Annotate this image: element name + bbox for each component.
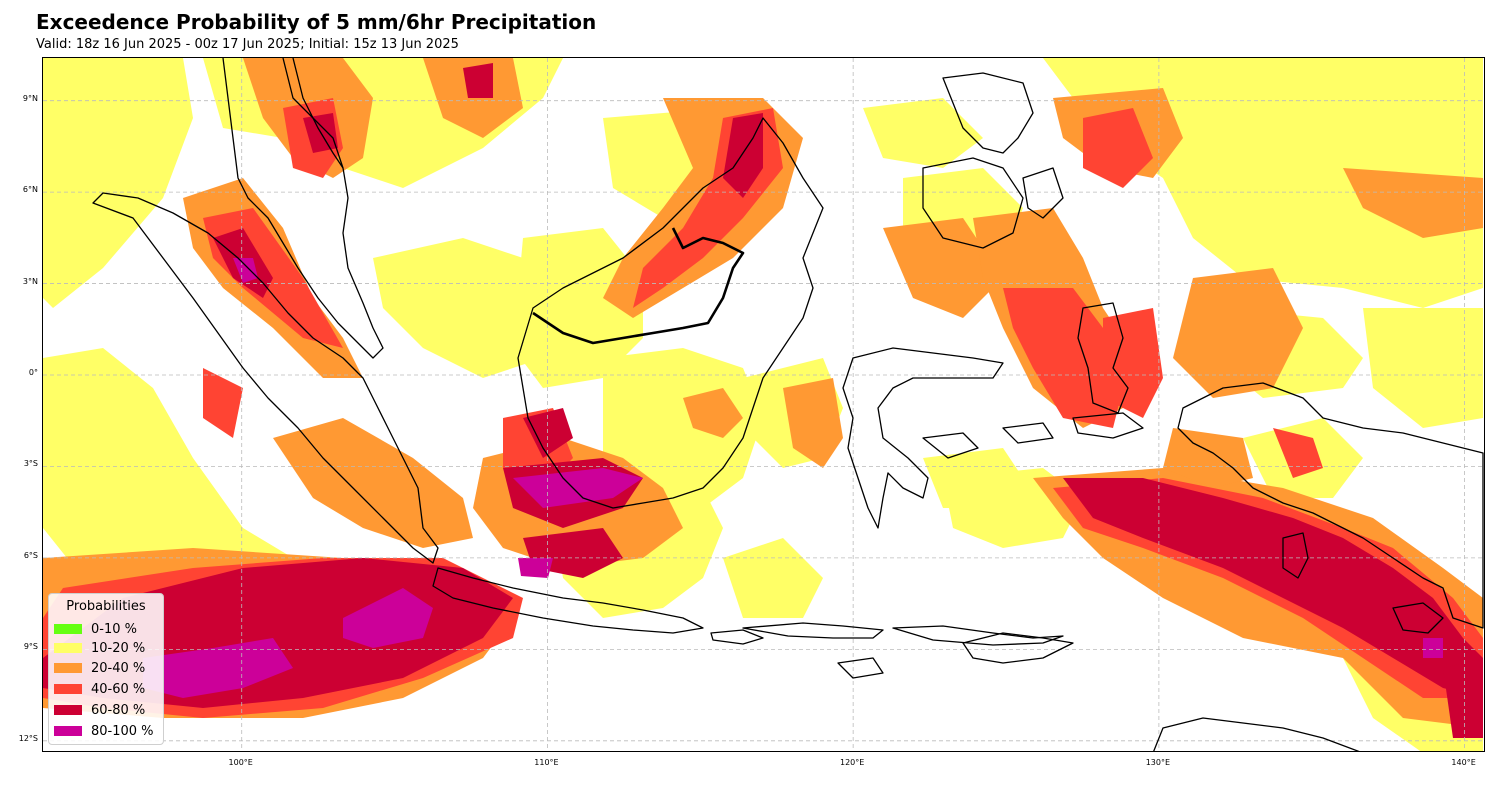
latitude-tick-label: 3°N (22, 276, 38, 286)
latitude-tick-label: 12°S (18, 733, 38, 743)
latitude-tick-label: 6°S (23, 550, 38, 560)
legend-swatch (54, 684, 82, 694)
legend-swatch (54, 663, 82, 673)
longitude-tick-label: 140°E (1451, 758, 1476, 767)
probability-field (43, 58, 1483, 751)
prob-band-80-100 (143, 258, 1443, 698)
legend-label: 20-40 % (91, 660, 146, 676)
legend-swatch (54, 705, 82, 715)
map-title: Exceedence Probability of 5 mm/6hr Preci… (36, 10, 597, 34)
longitude-tick-label: 110°E (534, 758, 559, 767)
latitude-tick-label: 9°S (23, 642, 38, 652)
legend-title: Probabilities (66, 599, 146, 614)
precipitation-map (43, 58, 1484, 751)
legend-label: 0-10 % (91, 621, 137, 637)
legend-swatch (54, 624, 82, 634)
latitude-tick-label: 0° (28, 368, 38, 378)
legend-label: 60-80 % (91, 702, 146, 718)
legend-item: 10-20 % (54, 639, 145, 657)
longitude-tick-label: 130°E (1145, 758, 1171, 767)
legend-label: 40-60 % (91, 681, 146, 697)
legend-swatch (54, 726, 82, 736)
longitude-tick-label: 120°E (839, 758, 865, 767)
map-panel (42, 57, 1485, 752)
legend-item: 0-10 % (54, 620, 137, 638)
legend-item: 20-40 % (54, 659, 145, 677)
legend-item: 40-60 % (54, 680, 145, 698)
legend-swatch (54, 643, 82, 653)
legend-label: 10-20 % (91, 640, 146, 656)
coastlines (92, 58, 1484, 751)
legend-item: 60-80 % (54, 701, 145, 719)
legend-item: 80-100 % (54, 722, 154, 740)
legend: Probabilities 0-10 % 10-20 % 20-40 % 40-… (48, 593, 164, 745)
map-subtitle: Valid: 18z 16 Jun 2025 - 00z 17 Jun 2025… (36, 37, 459, 52)
legend-label: 80-100 % (91, 723, 154, 739)
latitude-tick-label: 6°N (22, 185, 38, 195)
latitude-tick-label: 3°S (23, 459, 38, 469)
longitude-tick-label: 100°E (228, 758, 253, 767)
latitude-tick-label: 9°N (22, 93, 38, 103)
